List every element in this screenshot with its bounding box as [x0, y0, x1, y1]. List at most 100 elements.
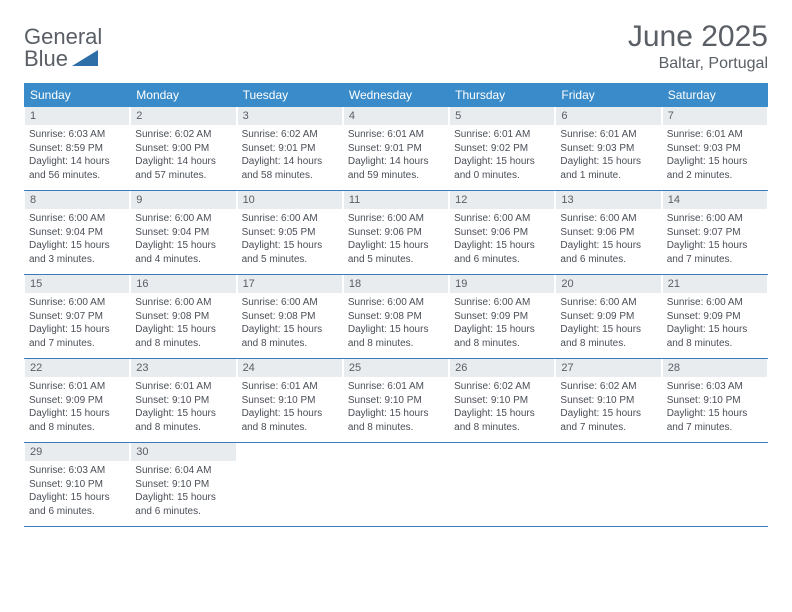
- sunset-text: Sunset: 9:00 PM: [135, 142, 231, 156]
- calendar-cell: 8Sunrise: 6:00 AMSunset: 9:04 PMDaylight…: [24, 191, 130, 272]
- sunset-text: Sunset: 9:08 PM: [348, 310, 444, 324]
- day-number: 21: [663, 275, 767, 293]
- calendar-cell: 3Sunrise: 6:02 AMSunset: 9:01 PMDaylight…: [237, 107, 343, 188]
- sunset-text: Sunset: 9:09 PM: [667, 310, 763, 324]
- brand-line2: Blue: [24, 48, 68, 70]
- daylight-text: Daylight: 15 hours and 5 minutes.: [348, 239, 444, 266]
- sunset-text: Sunset: 9:09 PM: [560, 310, 656, 324]
- calendar-cell: 10Sunrise: 6:00 AMSunset: 9:05 PMDayligh…: [237, 191, 343, 272]
- sunrise-text: Sunrise: 6:00 AM: [560, 296, 656, 310]
- cell-body: Sunrise: 6:01 AMSunset: 9:03 PMDaylight:…: [663, 125, 767, 188]
- sunset-text: Sunset: 9:03 PM: [667, 142, 763, 156]
- cell-body: Sunrise: 6:01 AMSunset: 9:10 PMDaylight:…: [344, 377, 448, 440]
- sunrise-text: Sunrise: 6:00 AM: [454, 212, 550, 226]
- title-area: June 2025 Baltar, Portugal: [628, 20, 768, 73]
- cell-body: Sunrise: 6:02 AMSunset: 9:10 PMDaylight:…: [556, 377, 660, 440]
- day-number: 5: [450, 107, 554, 125]
- calendar-cell: 26Sunrise: 6:02 AMSunset: 9:10 PMDayligh…: [449, 359, 555, 440]
- calendar-cell: 11Sunrise: 6:00 AMSunset: 9:06 PMDayligh…: [343, 191, 449, 272]
- day-number: 9: [131, 191, 235, 209]
- sunset-text: Sunset: 9:10 PM: [560, 394, 656, 408]
- day-number: 20: [556, 275, 660, 293]
- sunrise-text: Sunrise: 6:00 AM: [667, 296, 763, 310]
- daylight-text: Daylight: 15 hours and 6 minutes.: [454, 239, 550, 266]
- sunset-text: Sunset: 9:08 PM: [242, 310, 338, 324]
- calendar-cell: [449, 443, 555, 524]
- day-number: 6: [556, 107, 660, 125]
- daylight-text: Daylight: 15 hours and 6 minutes.: [29, 491, 125, 518]
- day-number: 19: [450, 275, 554, 293]
- calendar-cell: 7Sunrise: 6:01 AMSunset: 9:03 PMDaylight…: [662, 107, 768, 188]
- daylight-text: Daylight: 14 hours and 57 minutes.: [135, 155, 231, 182]
- sunrise-text: Sunrise: 6:01 AM: [454, 128, 550, 142]
- calendar-cell: 20 Sunrise: 6:00 AMSunset: 9:09 PMDayligh…: [555, 275, 661, 356]
- calendar-cell: [343, 443, 449, 524]
- cell-body: Sunrise: 6:00 AMSunset: 9:04 PMDaylight:…: [131, 209, 235, 272]
- calendar-cell: [237, 443, 343, 524]
- day-number: 24: [238, 359, 342, 377]
- calendar-cell: 16Sunrise: 6:00 AMSunset: 9:08 PMDayligh…: [130, 275, 236, 356]
- daylight-text: Daylight: 15 hours and 8 minutes.: [560, 323, 656, 350]
- sunset-text: Sunset: 9:08 PM: [135, 310, 231, 324]
- daylight-text: Daylight: 15 hours and 4 minutes.: [135, 239, 231, 266]
- cell-body: Sunrise: 6:02 AMSunset: 9:01 PMDaylight:…: [238, 125, 342, 188]
- title-location: Baltar, Portugal: [628, 55, 768, 73]
- daylight-text: Daylight: 15 hours and 7 minutes.: [667, 407, 763, 434]
- calendar-cell: 29Sunrise: 6:03 AMSunset: 9:10 PMDayligh…: [24, 443, 130, 524]
- brand-line1: General: [24, 26, 102, 48]
- sunset-text: Sunset: 9:10 PM: [348, 394, 444, 408]
- sunset-text: Sunset: 9:07 PM: [667, 226, 763, 240]
- day-header: Wednesday: [343, 83, 449, 107]
- daylight-text: Daylight: 15 hours and 1 minute.: [560, 155, 656, 182]
- sunrise-text: Sunrise: 6:00 AM: [242, 296, 338, 310]
- daylight-text: Daylight: 14 hours and 56 minutes.: [29, 155, 125, 182]
- cell-body: Sunrise: 6:03 AMSunset: 8:59 PMDaylight:…: [25, 125, 129, 188]
- cell-body: Sunrise: 6:02 AMSunset: 9:00 PMDaylight:…: [131, 125, 235, 188]
- day-number: 29: [25, 443, 129, 461]
- cell-body: Sunrise: 6:00 AMSunset: 9:07 PMDaylight:…: [25, 293, 129, 356]
- cell-body: Sunrise: 6:01 AMSunset: 9:10 PMDaylight:…: [131, 377, 235, 440]
- sunset-text: Sunset: 9:06 PM: [454, 226, 550, 240]
- day-number: 17: [238, 275, 342, 293]
- cell-body: Sunrise: 6:00 AMSunset: 9:04 PMDaylight:…: [25, 209, 129, 272]
- daylight-text: Daylight: 15 hours and 8 minutes.: [242, 323, 338, 350]
- calendar-cell: 4Sunrise: 6:01 AMSunset: 9:01 PMDaylight…: [343, 107, 449, 188]
- sunrise-text: Sunrise: 6:01 AM: [560, 128, 656, 142]
- sunset-text: Sunset: 9:06 PM: [348, 226, 444, 240]
- day-number: 30: [131, 443, 235, 461]
- day-number: 10: [238, 191, 342, 209]
- sunset-text: Sunset: 9:10 PM: [135, 478, 231, 492]
- sunrise-text: Sunrise: 6:03 AM: [29, 128, 125, 142]
- sunrise-text: Sunrise: 6:01 AM: [667, 128, 763, 142]
- daylight-text: Daylight: 15 hours and 8 minutes.: [454, 323, 550, 350]
- calendar-cell: 6Sunrise: 6:01 AMSunset: 9:03 PMDaylight…: [555, 107, 661, 188]
- daylight-text: Daylight: 15 hours and 8 minutes.: [29, 407, 125, 434]
- sunset-text: Sunset: 9:10 PM: [454, 394, 550, 408]
- cell-body: Sunrise: 6:03 AMSunset: 9:10 PMDaylight:…: [663, 377, 767, 440]
- calendar-cell: 27Sunrise: 6:02 AMSunset: 9:10 PMDayligh…: [555, 359, 661, 440]
- day-number: 14: [663, 191, 767, 209]
- calendar-cell: 14Sunrise: 6:00 AMSunset: 9:07 PMDayligh…: [662, 191, 768, 272]
- cell-body: Sunrise: 6:00 AMSunset: 9:05 PMDaylight:…: [238, 209, 342, 272]
- cell-body: Sunrise: 6:00 AMSunset: 9:06 PMDaylight:…: [344, 209, 448, 272]
- calendar-cell: 28Sunrise: 6:03 AMSunset: 9:10 PMDayligh…: [662, 359, 768, 440]
- calendar-cell: 22Sunrise: 6:01 AMSunset: 9:09 PMDayligh…: [24, 359, 130, 440]
- daylight-text: Daylight: 15 hours and 8 minutes.: [135, 323, 231, 350]
- calendar-cell: 5Sunrise: 6:01 AMSunset: 9:02 PMDaylight…: [449, 107, 555, 188]
- day-number: 16: [131, 275, 235, 293]
- calendar-cell: 2Sunrise: 6:02 AMSunset: 9:00 PMDaylight…: [130, 107, 236, 188]
- sunset-text: Sunset: 9:06 PM: [560, 226, 656, 240]
- sunrise-text: Sunrise: 6:00 AM: [135, 212, 231, 226]
- daylight-text: Daylight: 15 hours and 8 minutes.: [667, 323, 763, 350]
- sunset-text: Sunset: 9:10 PM: [29, 478, 125, 492]
- sunrise-text: Sunrise: 6:00 AM: [348, 296, 444, 310]
- calendar-cell: 25Sunrise: 6:01 AMSunset: 9:10 PMDayligh…: [343, 359, 449, 440]
- calendar-cell: 19Sunrise: 6:00 AMSunset: 9:09 PMDayligh…: [449, 275, 555, 356]
- cell-body: Sunrise: 6:01 AMSunset: 9:01 PMDaylight:…: [344, 125, 448, 188]
- cell-body: Sunrise: 6:00 AMSunset: 9:06 PMDaylight:…: [450, 209, 554, 272]
- daylight-text: Daylight: 15 hours and 8 minutes.: [454, 407, 550, 434]
- day-header: Friday: [555, 83, 661, 107]
- sunrise-text: Sunrise: 6:01 AM: [348, 128, 444, 142]
- sunset-text: Sunset: 9:09 PM: [29, 394, 125, 408]
- sunrise-text: Sunrise: 6:00 AM: [667, 212, 763, 226]
